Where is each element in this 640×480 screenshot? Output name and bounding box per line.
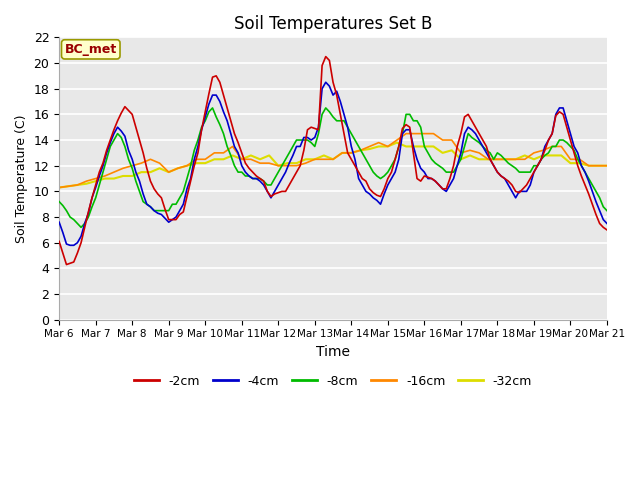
-8cm: [256, 176, 264, 181]
-32cm: [393, 140, 401, 145]
Line: -4cm: -4cm: [59, 82, 607, 245]
Y-axis label: Soil Temperature (C): Soil Temperature (C): [15, 114, 28, 243]
-4cm: [600, 217, 607, 223]
Text: BC_met: BC_met: [65, 43, 117, 56]
-4cm: [253, 176, 260, 181]
-8cm: [77, 225, 85, 230]
-2cm: [253, 173, 260, 179]
-8cm: [55, 199, 63, 204]
-8cm: [209, 105, 216, 111]
-2cm: [446, 176, 454, 181]
Title: Soil Temperatures Set B: Soil Temperatures Set B: [234, 15, 432, 33]
-16cm: [348, 150, 355, 156]
-16cm: [403, 131, 410, 136]
-32cm: [165, 169, 173, 175]
-16cm: [247, 156, 255, 162]
-8cm: [395, 144, 403, 149]
-16cm: [183, 163, 191, 168]
-8cm: [446, 169, 454, 175]
-32cm: [384, 144, 392, 149]
-4cm: [603, 221, 611, 227]
-32cm: [55, 185, 63, 191]
-2cm: [395, 144, 403, 149]
-8cm: [603, 208, 611, 214]
Legend: -2cm, -4cm, -8cm, -16cm, -32cm: -2cm, -4cm, -8cm, -16cm, -32cm: [129, 370, 537, 393]
-2cm: [600, 225, 607, 230]
-32cm: [348, 150, 355, 156]
Line: -2cm: -2cm: [59, 57, 607, 264]
-32cm: [247, 153, 255, 158]
-32cm: [183, 163, 191, 168]
X-axis label: Time: Time: [316, 345, 350, 359]
Line: -8cm: -8cm: [59, 108, 607, 228]
-2cm: [603, 227, 611, 233]
-2cm: [410, 150, 417, 156]
-32cm: [603, 163, 611, 168]
-16cm: [603, 163, 611, 168]
-8cm: [410, 118, 417, 124]
-8cm: [600, 204, 607, 210]
-4cm: [446, 182, 454, 188]
-8cm: [329, 114, 337, 120]
-16cm: [384, 144, 392, 149]
-2cm: [329, 79, 337, 85]
-16cm: [55, 185, 63, 191]
-16cm: [539, 147, 547, 153]
-4cm: [322, 79, 330, 85]
-4cm: [55, 219, 63, 225]
-32cm: [539, 153, 547, 158]
Line: -32cm: -32cm: [59, 143, 607, 188]
-16cm: [165, 169, 173, 175]
-2cm: [55, 239, 63, 244]
-4cm: [410, 144, 417, 149]
Line: -16cm: -16cm: [59, 133, 607, 188]
-2cm: [63, 262, 70, 267]
-4cm: [67, 242, 74, 248]
-4cm: [395, 156, 403, 162]
-4cm: [329, 92, 337, 98]
-2cm: [322, 54, 330, 60]
